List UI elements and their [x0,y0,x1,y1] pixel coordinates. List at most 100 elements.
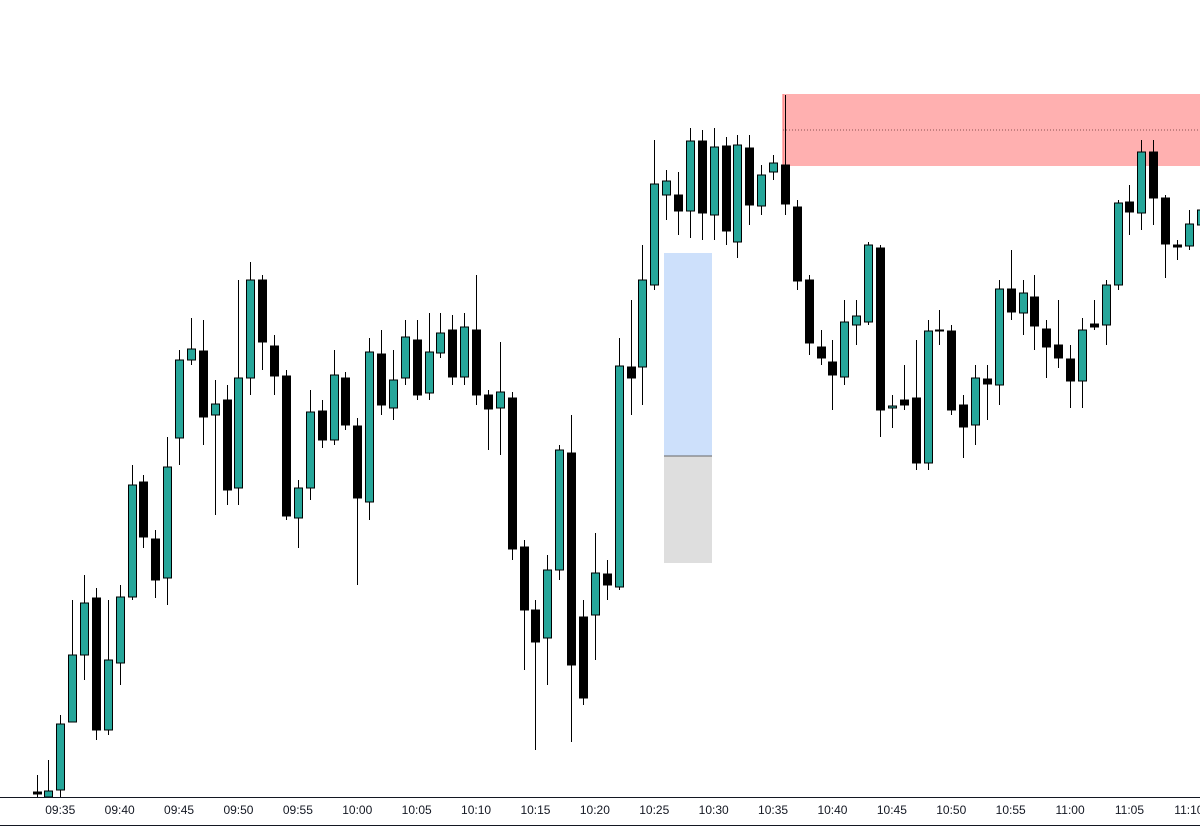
candle-body [1185,223,1194,247]
candle-body [757,174,766,207]
candle-body [924,330,933,464]
x-tick-label: 09:35 [45,803,75,817]
candle-body [436,332,445,354]
candle-body [104,659,113,731]
x-tick-label: 10:10 [461,803,491,817]
candle-body [282,375,291,517]
candle-body [1042,328,1051,348]
candle-body [1197,209,1200,226]
x-tick-label: 11:00 [1055,803,1084,817]
candle-body [33,791,42,795]
candle-body [294,487,303,519]
candle-body [151,538,160,581]
candle-body [947,330,956,411]
candle-body [318,410,327,441]
x-tick-label: 11:05 [1115,803,1144,817]
candle-body [876,247,885,411]
candle-body [983,378,992,385]
candle-body [567,452,576,666]
candle-body [508,397,517,550]
candle-body [187,348,196,361]
x-tick-label: 11:10 [1174,803,1200,817]
candle-body [92,597,101,731]
x-tick-label: 10:00 [342,803,372,817]
candle-body [686,140,695,212]
position-target [664,253,712,456]
candle-body [1019,292,1028,314]
candle-body [365,351,374,503]
x-tick-label: 10:05 [402,803,432,817]
x-tick-label: 10:40 [817,803,847,817]
candle-body [116,596,125,664]
candle-body [1066,358,1075,382]
candle-body [425,351,434,394]
candle-body [995,288,1004,386]
x-tick-label: 10:50 [936,803,966,817]
candle-body [270,345,279,377]
candle-body [401,336,410,379]
x-tick-label: 10:25 [639,803,669,817]
candle-body [888,405,897,409]
candle-body [44,790,53,798]
x-tick-label: 10:45 [877,803,907,817]
x-tick-label: 09:55 [283,803,313,817]
candle-body [710,146,719,216]
candle-body [377,353,386,406]
candle-body [912,397,921,464]
candle-body [520,546,529,611]
candle-body [139,481,148,538]
candle-body [638,279,647,368]
candle-body [615,365,624,588]
candle-body [223,399,232,491]
candle-body [211,403,220,416]
candle-body [627,366,636,379]
candle-body [258,279,267,343]
candle-body [793,206,802,282]
candle-body [722,145,731,232]
candle-body [828,361,837,376]
candle-body [56,723,65,791]
candle-body [460,326,469,378]
candle-body [781,164,790,205]
candle-body [745,147,754,206]
candle-body [306,411,315,489]
candle-body [1114,202,1123,286]
candle-body [1137,151,1146,214]
candle-body [591,572,600,616]
candle-body [68,654,77,723]
plot-area [33,95,1200,798]
x-tick-label: 10:20 [580,803,610,817]
candle-body [448,329,457,378]
candle-body [852,315,861,326]
candle-body [900,399,909,406]
candle-body [496,391,505,409]
candle-body [175,359,184,439]
candle-body [163,466,172,579]
candle-body [472,329,481,396]
candle-body [246,279,255,379]
candle-body [80,602,89,656]
x-tick-label: 09:40 [105,803,135,817]
candle-body [817,346,826,359]
x-tick-label: 10:30 [699,803,729,817]
candle-body [1078,329,1087,382]
candle-body [353,425,362,499]
candle-body [959,404,968,428]
candle-body [531,609,540,643]
candle-body [674,194,683,212]
candle-body [484,394,493,410]
candle-body [1007,288,1016,313]
candle-body [330,374,339,441]
candle-body [769,162,778,173]
candle-body [234,377,243,489]
x-tick-label: 10:35 [758,803,788,817]
candle-body [935,329,944,332]
position-stop [664,456,712,563]
candle-body [840,321,849,378]
candle-body [128,484,137,598]
candle-body [1054,344,1063,359]
candle-body [805,279,814,344]
candle-body [555,449,564,571]
